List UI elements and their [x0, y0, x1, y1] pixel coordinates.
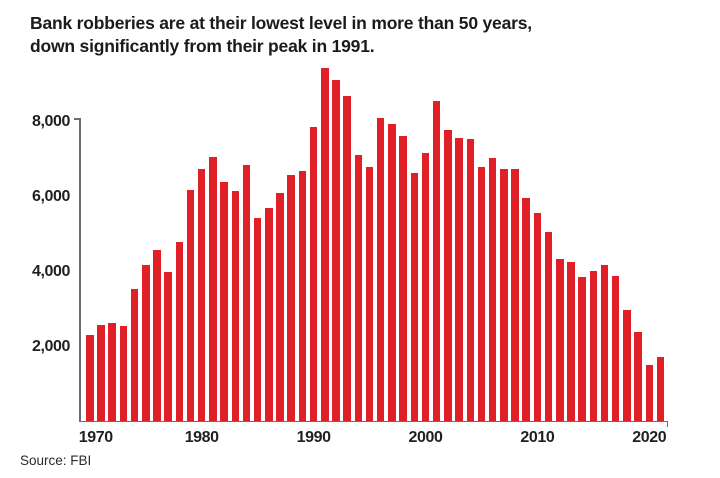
bar-2014	[578, 276, 586, 421]
bar-2019	[634, 331, 642, 421]
bar-2001	[432, 101, 441, 421]
bar-2016	[600, 264, 609, 421]
bar-1985	[253, 217, 262, 421]
bar-1982	[220, 181, 228, 421]
chart-title-line-1: Bank robberies are at their lowest level…	[30, 13, 532, 33]
bar-1986	[265, 207, 273, 421]
bar-1991	[321, 68, 329, 421]
chart-title-line-2: down significantly from their peak in 19…	[30, 36, 375, 56]
bar-2002	[444, 130, 452, 421]
bar-1993	[343, 96, 351, 421]
bar-1970	[86, 334, 94, 421]
bar-2005	[477, 166, 486, 421]
x-tick-label-1990: 1990	[296, 429, 331, 446]
bar-1983	[231, 191, 240, 421]
bar-2007	[500, 168, 508, 421]
bar-1989	[298, 170, 307, 421]
bar-1977	[164, 271, 172, 421]
bar-1992	[332, 80, 340, 421]
bar-1972	[108, 322, 116, 421]
bar-2013	[567, 262, 575, 421]
bar-1973	[119, 326, 128, 421]
bar-1980	[197, 169, 206, 421]
bar-2004	[466, 138, 474, 421]
chart-title: Bank robberies are at their lowest level…	[30, 12, 532, 58]
bar-1976	[153, 250, 161, 421]
bar-1999	[410, 173, 419, 421]
bar-2006	[488, 158, 497, 421]
source-note: Source: FBI	[20, 453, 92, 468]
x-tick-label-2000: 2000	[408, 429, 443, 446]
bar-1990	[309, 126, 318, 421]
x-tick-label-1970: 1970	[78, 429, 113, 446]
bar-2017	[611, 275, 620, 421]
bar-1998	[399, 136, 407, 421]
y-tick-label-4000: 4,000	[31, 263, 70, 280]
y-tick-label-2000: 2,000	[31, 338, 70, 355]
x-tick-label-2020: 2020	[632, 429, 667, 446]
bar-2009	[522, 197, 530, 421]
x-tick-label-2010: 2010	[520, 429, 555, 446]
y-axis-line	[79, 118, 81, 422]
y-axis-top-tick	[74, 118, 80, 120]
bar-1994	[354, 154, 363, 421]
x-axis-line	[79, 420, 668, 422]
bar-1997	[388, 124, 396, 421]
bar-1987	[276, 192, 284, 421]
plot-area	[74, 62, 668, 427]
bar-2000	[421, 153, 430, 421]
y-tick-label-8000: 8,000	[31, 113, 70, 130]
bar-1971	[97, 324, 105, 421]
bar-2021	[656, 357, 665, 421]
bar-2012	[556, 258, 564, 421]
y-tick-label-6000: 6,000	[31, 188, 70, 205]
bar-1996	[376, 117, 385, 421]
bar-2020	[645, 365, 654, 421]
bar-2011	[544, 231, 553, 421]
x-tick-label-1980: 1980	[184, 429, 219, 446]
bar-1978	[175, 242, 184, 421]
bar-1984	[242, 165, 251, 421]
bar-2010	[533, 212, 542, 421]
bar-1981	[209, 156, 217, 421]
bar-1995	[365, 166, 374, 421]
bar-1979	[186, 189, 195, 421]
bar-2018	[623, 310, 631, 421]
bar-2008	[511, 168, 519, 421]
bar-1974	[130, 288, 139, 421]
bar-1975	[142, 265, 150, 421]
bar-1988	[287, 175, 295, 421]
bar-2003	[455, 137, 463, 421]
bar-2015	[589, 270, 598, 421]
x-axis-end-tick	[666, 420, 668, 427]
